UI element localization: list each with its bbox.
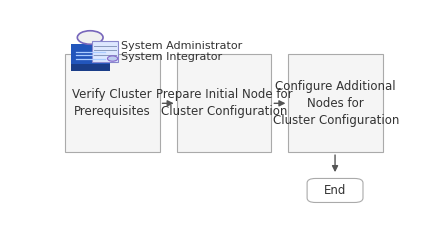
- Text: System Integrator: System Integrator: [121, 52, 222, 62]
- Text: Verify Cluster
Prerequisites: Verify Cluster Prerequisites: [73, 88, 152, 118]
- FancyBboxPatch shape: [71, 44, 110, 71]
- FancyBboxPatch shape: [307, 179, 363, 203]
- FancyBboxPatch shape: [92, 41, 118, 62]
- Text: System Administrator: System Administrator: [121, 41, 242, 51]
- Text: End: End: [324, 184, 346, 197]
- Circle shape: [77, 31, 103, 44]
- FancyBboxPatch shape: [177, 54, 271, 152]
- FancyBboxPatch shape: [65, 54, 160, 152]
- FancyBboxPatch shape: [288, 54, 383, 152]
- Text: Configure Additional
Nodes for
Cluster Configuration: Configure Additional Nodes for Cluster C…: [273, 80, 399, 127]
- Circle shape: [108, 56, 118, 61]
- Text: Prepare Initial Node for
Cluster Configuration: Prepare Initial Node for Cluster Configu…: [156, 88, 292, 118]
- FancyBboxPatch shape: [71, 64, 110, 71]
